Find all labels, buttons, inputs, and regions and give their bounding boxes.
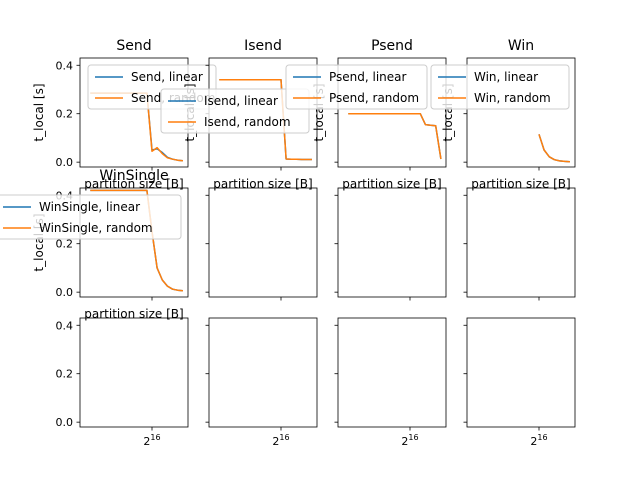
- y-axis-label: t_local [s]: [32, 83, 46, 141]
- axes-frame: [79, 317, 189, 428]
- axes-frame: [208, 187, 318, 298]
- y-tick-label: 0.2: [56, 108, 74, 121]
- y-tick-label: 0.0: [56, 156, 74, 169]
- x-tick-label: 216: [401, 433, 418, 448]
- subplot-11: 216: [334, 317, 447, 448]
- subplot-10: 216: [205, 317, 318, 448]
- subplot-title: Send: [116, 38, 151, 54]
- subplot-title: WinSingle: [99, 168, 168, 184]
- y-tick-label: 0.0: [56, 286, 74, 299]
- legend-entry: Psend, linear: [329, 70, 407, 84]
- y-tick-label: 0.2: [56, 238, 74, 251]
- series-line-random: [219, 79, 312, 161]
- legend-entry: WinSingle, random: [39, 221, 153, 235]
- legend-entry: Send, linear: [131, 70, 203, 84]
- x-axis-label: partition size [B]: [84, 307, 183, 321]
- legend: Psend, linear Psend, random: [285, 64, 428, 110]
- series-line-random: [538, 134, 570, 163]
- x-axis-label: partition size [B]: [342, 177, 441, 191]
- axes-frame: [79, 187, 189, 298]
- legend-box: [160, 88, 310, 134]
- subplot-5: 0.00.20.4WinSinglepartition size [B]t_lo…: [0, 168, 189, 321]
- y-tick-label: 0.0: [56, 416, 74, 429]
- legend-entry: Win, linear: [474, 70, 538, 84]
- axes-frame: [466, 317, 576, 428]
- subplot-title: Isend: [244, 38, 282, 54]
- series-line-random: [90, 189, 183, 292]
- subplot-8: [463, 187, 576, 301]
- axes-frame: [208, 317, 318, 428]
- x-axis-label: partition size [B]: [471, 177, 570, 191]
- subplot-12: 216: [463, 317, 576, 448]
- subplot-title: Psend: [371, 38, 413, 54]
- subplot-title: Win: [508, 38, 534, 54]
- legend-entry: Isend, random: [204, 115, 291, 129]
- subplot-7: [334, 187, 447, 301]
- legend-box: [0, 194, 182, 240]
- axes-frame: [466, 187, 576, 298]
- y-tick-label: 0.4: [56, 319, 74, 332]
- series-line-random: [348, 112, 442, 160]
- legend: Win, linear Win, random: [430, 64, 570, 110]
- axes-frame: [466, 57, 576, 168]
- axes-frame: [337, 317, 447, 428]
- legend-entry: WinSingle, linear: [39, 200, 140, 214]
- legend-entry: Isend, linear: [204, 94, 278, 108]
- x-tick-label: 216: [530, 433, 547, 448]
- x-tick-label: 216: [143, 433, 160, 448]
- legend: WinSingle, linear WinSingle, random: [0, 194, 182, 240]
- x-axis-label: partition size [B]: [84, 177, 183, 191]
- subplot-9: 0.0 0.2 0.4 216: [56, 317, 189, 448]
- axes-frame: [337, 57, 447, 168]
- legend-entry: Win, random: [474, 91, 551, 105]
- y-tick-label: 0.4: [56, 59, 74, 72]
- legend-box: [285, 64, 428, 110]
- legend: Isend, linear Isend, random: [160, 88, 310, 134]
- x-axis-label: partition size [B]: [213, 177, 312, 191]
- y-tick-label: 0.2: [56, 368, 74, 381]
- legend-entry: Psend, random: [329, 91, 419, 105]
- axes-frame: [337, 187, 447, 298]
- x-tick-label: 216: [272, 433, 289, 448]
- subplot-6: [205, 187, 318, 301]
